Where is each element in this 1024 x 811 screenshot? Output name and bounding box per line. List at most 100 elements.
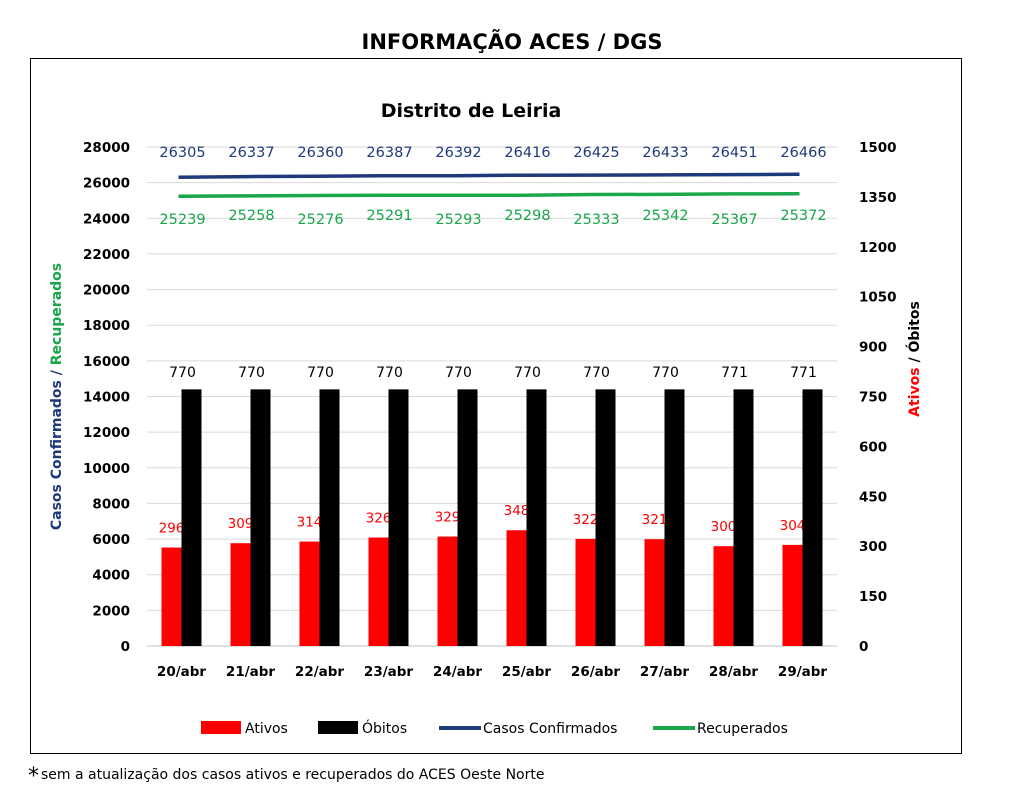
bar-obitos	[250, 389, 271, 646]
line-recuperados	[178, 192, 800, 198]
left-axis-tick: 26000	[83, 176, 130, 192]
x-axis-tick: 22/abr	[295, 664, 344, 680]
right-axis-label-obitos: / Óbitos	[905, 301, 923, 367]
data-label-recuperados: 25342	[642, 208, 688, 224]
right-axis-tick: 750	[859, 390, 887, 406]
data-label-obitos: 770	[652, 365, 679, 381]
left-axis-tick: 20000	[83, 283, 130, 299]
bar-obitos	[181, 389, 202, 646]
left-axis-tick: 10000	[83, 461, 130, 477]
chart-title: Distrito de Leiria	[381, 100, 562, 122]
x-axis-tick: 27/abr	[640, 664, 689, 680]
data-label-obitos: 770	[238, 365, 265, 381]
right-axis-tick: 900	[859, 340, 887, 356]
bar-ativos	[437, 536, 458, 646]
data-label-confirmados: 26360	[297, 145, 343, 161]
data-label-confirmados: 26392	[435, 145, 481, 161]
x-axis-tick: 25/abr	[502, 664, 551, 680]
data-label-recuperados: 25258	[228, 208, 274, 224]
data-label-obitos: 770	[445, 365, 472, 381]
legend-label-obitos: Óbitos	[362, 719, 407, 737]
footnote-text: sem a atualização dos casos ativos e rec…	[41, 767, 545, 783]
data-label-recuperados: 25239	[159, 212, 205, 228]
data-label-obitos: 770	[169, 365, 196, 381]
footnote-asterisk: *	[28, 764, 39, 789]
data-label-ativos: 321	[642, 512, 668, 528]
left-axis-tick: 0	[121, 639, 130, 655]
bar-ativos	[230, 543, 251, 646]
bar-ativos	[506, 530, 527, 646]
bar-ativos	[368, 537, 389, 646]
x-axis-tick: 21/abr	[226, 664, 275, 680]
bar-obitos	[388, 389, 409, 646]
legend-label-ativos: Ativos	[245, 721, 288, 737]
data-label-recuperados: 25333	[573, 212, 619, 228]
data-label-obitos: 771	[721, 365, 748, 381]
data-label-ativos: 300	[711, 519, 737, 535]
right-axis-label-ativos: Ativos	[907, 367, 923, 416]
left-axis-tick: 8000	[92, 496, 130, 512]
x-axis-tick: 23/abr	[364, 664, 413, 680]
data-label-confirmados: 26466	[780, 145, 826, 161]
data-label-recuperados: 25293	[435, 212, 481, 228]
data-label-recuperados: 25372	[780, 208, 826, 224]
data-label-confirmados: 26416	[504, 145, 550, 161]
data-label-confirmados: 26433	[642, 145, 688, 161]
chart-frame: Distrito de Leiria 0 2000 4000 6000 8000 10000…	[30, 58, 962, 754]
x-axis-tick: 20/abr	[157, 664, 206, 680]
bar-obitos	[595, 389, 616, 646]
left-axis-label-confirmados: Casos Confirmados /	[49, 365, 65, 530]
bar-obitos	[457, 389, 478, 646]
data-label-recuperados: 25276	[297, 212, 343, 228]
data-label-ativos: 326	[366, 511, 392, 527]
data-label-obitos: 770	[307, 365, 334, 381]
right-axis-tick: 0	[859, 639, 868, 655]
data-label-recuperados: 25298	[504, 208, 550, 224]
data-label-ativos: 322	[573, 512, 599, 528]
bar-obitos	[802, 389, 823, 646]
data-label-confirmados: 26451	[711, 145, 757, 161]
line-casos-confirmados	[178, 172, 800, 179]
bar-ativos	[575, 538, 596, 646]
data-label-recuperados: 25291	[366, 208, 412, 224]
data-label-ativos: 348	[504, 503, 530, 519]
right-axis-tick: 1500	[859, 140, 897, 156]
left-axis-label-recuperados: Recuperados	[49, 263, 65, 365]
x-axis-tick: 26/abr	[571, 664, 620, 680]
data-label-ativos: 296	[159, 521, 185, 537]
data-label-confirmados: 26337	[228, 145, 274, 161]
left-axis-tick: 18000	[83, 318, 130, 334]
x-axis-tick: 24/abr	[433, 664, 482, 680]
footnote: * sem a atualização dos casos ativos e re…	[28, 764, 544, 789]
data-label-ativos: 304	[780, 518, 806, 534]
left-axis-tick: 4000	[92, 568, 130, 584]
left-axis-tick: 28000	[83, 140, 130, 156]
legend-label-confirmados: Casos Confirmados	[483, 721, 617, 737]
data-label-ativos: 329	[435, 510, 461, 526]
data-label-ativos: 309	[228, 516, 254, 532]
data-label-ativos: 314	[297, 515, 323, 531]
bar-ativos	[644, 539, 665, 646]
left-axis-tick: 22000	[83, 247, 130, 263]
chart: Distrito de Leiria 0 2000 4000 6000 8000 10000…	[49, 100, 923, 737]
legend-swatch-obitos	[318, 721, 358, 734]
bar-ativos	[713, 546, 734, 646]
legend-swatch-ativos	[201, 721, 241, 734]
left-axis-tick: 2000	[92, 603, 130, 619]
bar-ativos	[161, 547, 182, 646]
left-axis-tick: 6000	[92, 532, 130, 548]
x-axis-tick: 29/abr	[778, 664, 827, 680]
x-axis-tick: 28/abr	[709, 664, 758, 680]
bar-obitos	[319, 389, 340, 646]
left-axis-tick: 16000	[83, 354, 130, 370]
data-label-obitos: 770	[583, 365, 610, 381]
right-axis-tick: 300	[859, 539, 887, 555]
data-label-confirmados: 26425	[573, 145, 619, 161]
data-label-obitos: 770	[514, 365, 541, 381]
data-label-recuperados: 25367	[711, 212, 757, 228]
right-axis-tick: 1200	[859, 240, 897, 256]
data-label-obitos: 770	[376, 365, 403, 381]
bar-obitos	[664, 389, 685, 646]
left-axis-tick: 12000	[83, 425, 130, 441]
left-axis-label: Casos Confirmados / Recuperados	[49, 263, 65, 530]
